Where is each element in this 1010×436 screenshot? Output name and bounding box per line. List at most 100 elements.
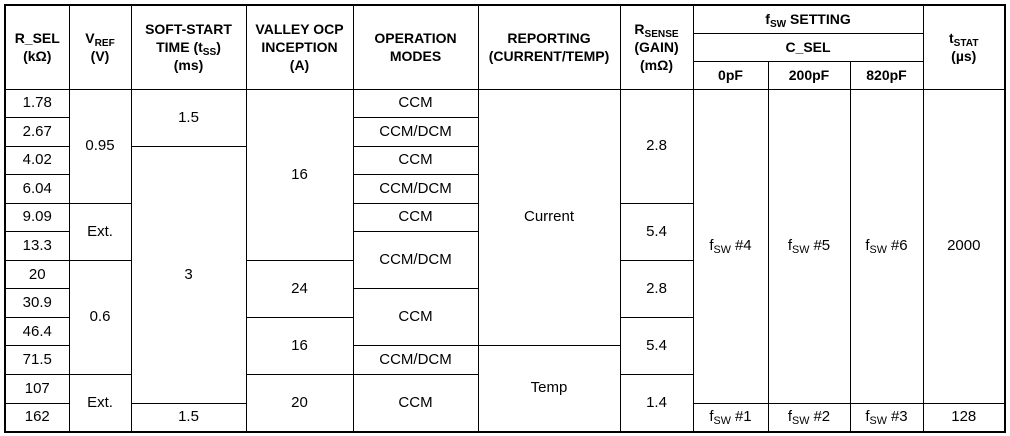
ocp-value: 16 (245, 88, 354, 261)
rsense-header-name: R (634, 20, 645, 37)
table-row: 2.67 CCM/DCM (4, 117, 1005, 147)
rsel-value: 2.67 (4, 117, 70, 147)
operation-modes-header: OPERATION MODES (352, 4, 479, 90)
fsw-setting-header-sub: SW (769, 18, 787, 30)
csel-option-0pf: 0pF (692, 60, 769, 90)
soft-start-header-unit: (ms) (173, 57, 204, 74)
vref-value: 0.95 (68, 88, 132, 204)
rsel-value: 46.4 (4, 316, 70, 347)
table-row: 30.9 CCM (4, 288, 1005, 347)
rsel-value: 20 (4, 259, 70, 290)
tstat-value: 128 (922, 402, 1006, 433)
fsw-number: #3 (890, 408, 908, 426)
tstat-header-unit: (µs) (951, 48, 977, 65)
soft-start-header-line1: SOFT-START (145, 20, 232, 37)
fsw-setting-header: fSW SETTING (692, 4, 924, 34)
fsw-sub: SW (792, 244, 810, 257)
reporting-value: Current (477, 88, 621, 347)
rsel-header-name: R_SEL (14, 30, 60, 47)
fsw-sub: SW (713, 244, 731, 257)
rsel-value: 1.78 (4, 88, 70, 119)
rsel-header-unit: (kΩ) (23, 48, 52, 65)
rsel-value: 6.04 (4, 174, 70, 204)
operation-mode-value: CCM (352, 202, 479, 233)
vref-value: Ext. (68, 202, 132, 261)
fsw-number: #5 (813, 237, 831, 254)
vref-header-sub: REF (94, 37, 115, 49)
operation-modes-header-line1: OPERATION (374, 30, 457, 47)
vref-header-unit: (V) (90, 48, 110, 65)
vref-value: Ext. (68, 373, 132, 433)
table-row: 9.09 Ext. CCM 5.4 (4, 202, 1005, 261)
ocp-value: 16 (245, 316, 354, 375)
rsel-header: R_SEL (kΩ) (4, 4, 70, 90)
vref-header: VREF (V) (68, 4, 132, 90)
soft-start-header: SOFT-START TIME (tSS) (ms) (130, 4, 247, 90)
csel-option-200pf: 200pF (767, 60, 851, 90)
rsel-value: 4.02 (4, 145, 70, 176)
table-row: 20 0.6 24 2.8 (4, 259, 1005, 375)
rsel-value: 13.3 (4, 231, 70, 261)
soft-start-value: 1.5 (130, 402, 247, 433)
fsw-sub: SW (713, 415, 731, 428)
table-row: 4.02 3 CCM (4, 145, 1005, 404)
tstat-header: tSTAT (µs) (922, 4, 1006, 90)
fsw-number: #1 (734, 408, 752, 426)
fsw-sub: SW (792, 415, 810, 428)
table-row: 46.4 16 5.4 (4, 316, 1005, 375)
fsw-value-0pf: fSW #4 (692, 88, 769, 404)
fsw-number: #6 (890, 237, 908, 254)
operation-mode-value: CCM/DCM (352, 231, 479, 290)
header-row-1: R_SEL (kΩ) VREF (V) SOFT-START TIME (tSS) (m… (4, 4, 1006, 90)
fsw-prefix: f (709, 408, 714, 426)
fsw-setting-header-rest: SETTING (786, 11, 851, 28)
fsw-sub: SW (869, 415, 887, 428)
fsw-sub: SW (869, 244, 887, 257)
fsw-value-0pf: fSW #1 (692, 402, 769, 433)
operation-mode-value: CCM (352, 88, 479, 119)
rsense-value: 2.8 (619, 88, 694, 204)
rsel-value: 9.09 (4, 202, 70, 233)
ocp-value: 20 (245, 373, 354, 433)
soft-start-header-sub: SS (202, 46, 217, 58)
rsense-value: 1.4 (619, 373, 694, 433)
fsw-prefix: f (787, 408, 793, 426)
fsw-value-820pf: fSW #6 (849, 88, 924, 404)
table-body: 1.78 0.95 1.5 16 CCM Current 2.8 fSW #4 f… (4, 88, 1006, 433)
fsw-prefix: f (709, 237, 714, 254)
rsense-header-unit: (mΩ) (640, 57, 673, 74)
soft-start-value: 1.5 (130, 88, 247, 147)
tstat-header-sub: STAT (953, 37, 979, 49)
table-header: R_SEL (kΩ) VREF (V) SOFT-START TIME (tSS) (m… (4, 4, 1006, 90)
reporting-header-line2: (CURRENT/TEMP) (488, 48, 610, 65)
rsense-header: RSENSE (GAIN) (mΩ) (619, 4, 694, 90)
rsense-value: 5.4 (619, 316, 694, 375)
soft-start-header-line2: TIME (t (156, 39, 203, 56)
fsw-prefix: f (865, 237, 870, 254)
soft-start-value: 3 (130, 145, 247, 404)
rsense-header-sub: SENSE (644, 28, 679, 40)
table-row: 6.04 CCM/DCM (4, 174, 1005, 204)
table-row: 13.3 CCM/DCM (4, 231, 1005, 290)
fsw-prefix: f (865, 408, 870, 426)
rsel-value: 71.5 (4, 345, 70, 375)
ocp-header: VALLEY OCP INCEPTION (A) (245, 4, 354, 90)
ocp-header-line2: INCEPTION (261, 39, 338, 56)
operation-mode-value: CCM (352, 373, 479, 433)
vref-header-name: V (85, 30, 95, 47)
ocp-value: 24 (245, 259, 354, 318)
ocp-header-unit: (A) (289, 57, 310, 74)
fsw-number: #2 (813, 408, 831, 426)
reporting-header-line1: REPORTING (507, 30, 591, 47)
fsw-number: #4 (734, 237, 752, 254)
operation-mode-value: CCM (352, 145, 479, 176)
header-row-3: 0pF 200pF 820pF (5, 60, 1005, 90)
fsw-value-820pf: fSW #3 (849, 402, 924, 433)
rsel-value: 162 (4, 402, 70, 433)
operation-mode-value: CCM/DCM (352, 345, 479, 375)
csel-header: C_SEL (692, 32, 924, 62)
csel-option-820pf: 820pF (849, 60, 924, 90)
table-row: 71.5 CCM/DCM Temp (4, 345, 1005, 433)
table-row: 1.78 0.95 1.5 16 CCM Current 2.8 fSW #4 f… (4, 88, 1006, 404)
